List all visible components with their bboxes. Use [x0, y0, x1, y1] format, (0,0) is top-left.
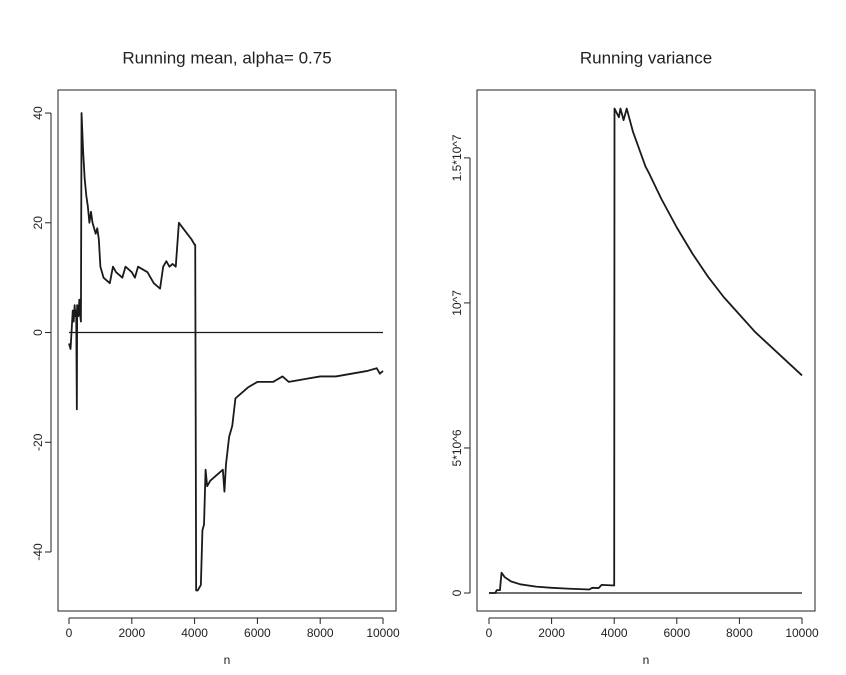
y-tick-label: -20	[31, 433, 45, 451]
x-tick-label: 2000	[538, 626, 565, 640]
x-tick-label: 8000	[726, 626, 753, 640]
data-line	[488, 107, 803, 594]
y-tick-label: 10^7	[450, 290, 464, 316]
x-tick-label: 0	[66, 626, 73, 640]
plot-frame	[57, 89, 397, 612]
chart-title: Running mean, alpha= 0.75	[122, 48, 331, 67]
plot-frame	[476, 89, 816, 612]
x-tick-label: 4000	[601, 626, 628, 640]
y-tick-label: -40	[31, 543, 45, 561]
data-line	[68, 112, 384, 592]
y-tick-label: 1.5*10^7	[450, 134, 464, 181]
chart-title: Running variance	[580, 48, 712, 67]
x-axis-label: n	[643, 653, 650, 667]
y-tick-label: 40	[31, 106, 45, 120]
x-tick-label: 10000	[785, 626, 819, 640]
x-tick-label: 8000	[307, 626, 334, 640]
y-tick-label: 0	[31, 329, 45, 336]
y-tick-label: 0	[450, 589, 464, 596]
x-tick-label: 4000	[181, 626, 208, 640]
x-tick-label: 0	[486, 626, 493, 640]
y-tick-label: 20	[31, 216, 45, 230]
x-tick-label: 10000	[366, 626, 400, 640]
y-tick-label: 5*10^6	[450, 429, 464, 466]
x-tick-label: 6000	[663, 626, 690, 640]
x-axis-label: n	[224, 653, 231, 667]
x-tick-label: 2000	[118, 626, 145, 640]
x-tick-label: 6000	[244, 626, 271, 640]
